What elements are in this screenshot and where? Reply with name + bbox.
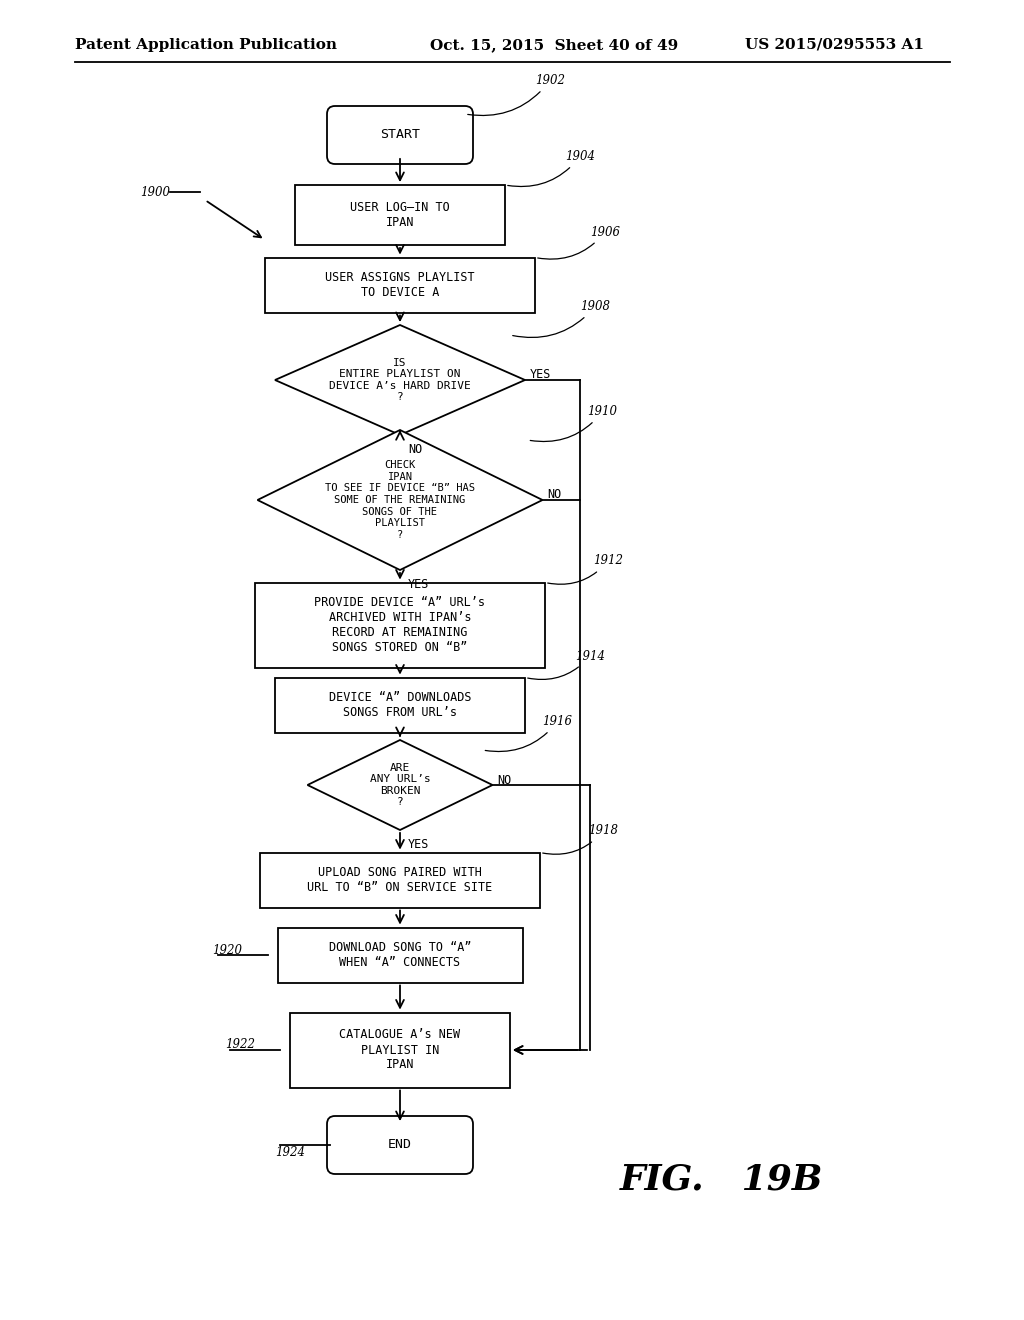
FancyBboxPatch shape [327, 106, 473, 164]
Text: 1920: 1920 [213, 944, 243, 957]
Text: PROVIDE DEVICE “A” URL’s
ARCHIVED WITH IPAN’s
RECORD AT REMAINING
SONGS STORED O: PROVIDE DEVICE “A” URL’s ARCHIVED WITH I… [314, 597, 485, 653]
Text: CATALOGUE A’s NEW
PLAYLIST IN
IPAN: CATALOGUE A’s NEW PLAYLIST IN IPAN [339, 1028, 461, 1072]
Text: 1906: 1906 [538, 226, 620, 259]
Text: 1912: 1912 [548, 554, 623, 585]
Text: NO: NO [498, 774, 512, 787]
FancyBboxPatch shape [275, 677, 525, 733]
Text: 1922: 1922 [225, 1039, 255, 1052]
Text: NO: NO [548, 488, 562, 502]
Text: CHECK
IPAN
TO SEE IF DEVICE “B” HAS
SOME OF THE REMAINING
SONGS OF THE
PLAYLIST
: CHECK IPAN TO SEE IF DEVICE “B” HAS SOME… [325, 461, 475, 540]
Text: YES: YES [530, 368, 551, 381]
FancyBboxPatch shape [278, 928, 522, 982]
FancyBboxPatch shape [260, 853, 540, 908]
FancyBboxPatch shape [295, 185, 505, 246]
Polygon shape [275, 325, 525, 436]
Text: 1924: 1924 [275, 1147, 305, 1159]
Text: USER ASSIGNS PLAYLIST
TO DEVICE A: USER ASSIGNS PLAYLIST TO DEVICE A [326, 271, 475, 300]
Text: 1902: 1902 [468, 74, 565, 116]
Text: 1900: 1900 [140, 186, 170, 198]
Text: START: START [380, 128, 420, 141]
Text: UPLOAD SONG PAIRED WITH
URL TO “B” ON SERVICE SITE: UPLOAD SONG PAIRED WITH URL TO “B” ON SE… [307, 866, 493, 894]
Polygon shape [307, 741, 493, 830]
Text: END: END [388, 1138, 412, 1151]
Text: 1914: 1914 [527, 649, 605, 680]
Text: 1918: 1918 [543, 825, 618, 854]
FancyBboxPatch shape [255, 582, 545, 668]
Text: YES: YES [408, 838, 429, 851]
Text: DOWNLOAD SONG TO “A”
WHEN “A” CONNECTS: DOWNLOAD SONG TO “A” WHEN “A” CONNECTS [329, 941, 471, 969]
Text: FIG.   19B: FIG. 19B [620, 1163, 823, 1197]
Text: 1916: 1916 [485, 715, 572, 751]
Text: IS
ENTIRE PLAYLIST ON
DEVICE A’s HARD DRIVE
?: IS ENTIRE PLAYLIST ON DEVICE A’s HARD DR… [329, 358, 471, 403]
Text: DEVICE “A” DOWNLOADS
SONGS FROM URL’s: DEVICE “A” DOWNLOADS SONGS FROM URL’s [329, 690, 471, 719]
Text: 1910: 1910 [530, 405, 617, 441]
Text: Oct. 15, 2015  Sheet 40 of 49: Oct. 15, 2015 Sheet 40 of 49 [430, 38, 678, 51]
FancyBboxPatch shape [290, 1012, 510, 1088]
Text: US 2015/0295553 A1: US 2015/0295553 A1 [745, 38, 924, 51]
FancyBboxPatch shape [327, 1115, 473, 1173]
Text: YES: YES [408, 578, 429, 591]
Text: NO: NO [408, 444, 422, 455]
Text: Patent Application Publication: Patent Application Publication [75, 38, 337, 51]
Text: ARE
ANY URL’s
BROKEN
?: ARE ANY URL’s BROKEN ? [370, 763, 430, 808]
FancyBboxPatch shape [265, 257, 535, 313]
Polygon shape [257, 430, 543, 570]
Text: 1904: 1904 [508, 150, 595, 186]
Text: 1908: 1908 [513, 300, 610, 338]
Text: USER LOG–IN TO
IPAN: USER LOG–IN TO IPAN [350, 201, 450, 228]
